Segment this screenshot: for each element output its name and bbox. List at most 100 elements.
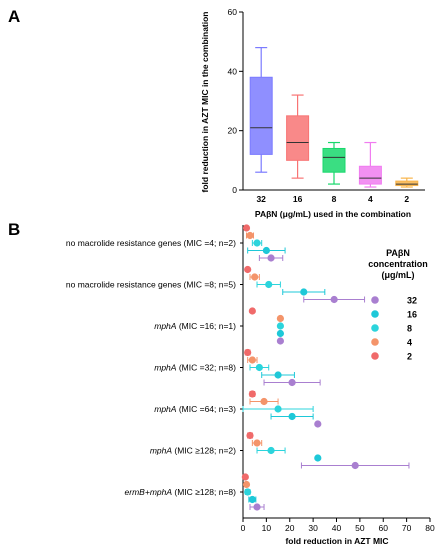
data-point bbox=[255, 363, 263, 372]
legend-title-line: concentration bbox=[368, 259, 428, 269]
category-label-part: mphA bbox=[154, 363, 177, 373]
panel-b-group-4: mphA (MIC =32; n=8) bbox=[154, 348, 321, 387]
data-point bbox=[300, 288, 308, 296]
data-point bbox=[276, 337, 284, 345]
data-point bbox=[267, 446, 275, 455]
panel-b-letter: B bbox=[8, 220, 20, 239]
data-point bbox=[267, 254, 275, 262]
panel-a-box-4 bbox=[358, 141, 382, 188]
iqr-box bbox=[322, 147, 346, 173]
legend-marker-2 bbox=[371, 352, 379, 360]
data-point bbox=[248, 495, 256, 504]
panel-b: B fold reduction in AZT MIC 0 10 20 30 40 50 6… bbox=[8, 220, 435, 546]
panel-b-point-2 bbox=[244, 265, 252, 274]
data-point bbox=[314, 454, 322, 462]
data-point bbox=[241, 473, 249, 481]
panel-b-point-8 bbox=[249, 363, 270, 372]
category-label-part: mphA bbox=[154, 404, 177, 414]
panel-b-point-4 bbox=[249, 273, 260, 281]
data-point bbox=[276, 329, 284, 338]
panel-b-point-32 bbox=[300, 461, 410, 470]
category-label-part: (MIC =16; n=1) bbox=[176, 321, 236, 331]
panel-b-point-16 bbox=[270, 412, 314, 421]
data-point bbox=[244, 265, 252, 274]
panel-b-point-4 bbox=[251, 439, 263, 447]
panel-a-x-tick-label: 32 bbox=[256, 194, 266, 204]
iqr-box bbox=[395, 180, 419, 187]
panel-b-group-5: mphA (MIC =64; n=3) bbox=[154, 390, 322, 428]
panel-b-x-tick-label: 0 bbox=[241, 523, 246, 533]
category-label-part: no macrolide resistance genes (MIC =8; n… bbox=[66, 280, 236, 290]
panel-b-point-8 bbox=[256, 446, 286, 455]
data-point bbox=[248, 356, 256, 364]
category-label-part: (MIC ≥128; n=8) bbox=[172, 487, 236, 497]
panel-b-point-16 bbox=[314, 454, 322, 462]
panel-b-category-label: no macrolide resistance genes (MIC =4; n… bbox=[66, 238, 236, 248]
panel-b-point-4 bbox=[249, 397, 279, 406]
legend-label-4: 4 bbox=[407, 338, 412, 348]
panel-a-y-tick-label: 0 bbox=[232, 185, 237, 195]
panel-b-point-2 bbox=[244, 348, 252, 357]
panel-b-point-4 bbox=[246, 231, 255, 240]
panel-b-point-16 bbox=[261, 371, 295, 379]
iqr-box bbox=[358, 165, 382, 185]
panel-a-x-tick-label: 2 bbox=[404, 194, 409, 204]
data-point bbox=[244, 488, 252, 496]
data-point bbox=[288, 378, 296, 387]
data-point bbox=[244, 348, 252, 357]
legend-marker-4 bbox=[371, 338, 379, 346]
panel-b-point-16 bbox=[247, 246, 286, 255]
panel-b-category-label: mphA (MIC =16; n=1) bbox=[154, 321, 236, 331]
panel-a-box-16 bbox=[286, 94, 310, 179]
panel-b-category-label: ermB+mphA (MIC ≥128; n=8) bbox=[125, 487, 237, 497]
data-point bbox=[274, 371, 282, 379]
panel-b-point-2 bbox=[246, 431, 254, 440]
data-point bbox=[274, 405, 282, 413]
panel-b-category-label: no macrolide resistance genes (MIC =8; n… bbox=[66, 280, 236, 290]
panel-b-point-16 bbox=[276, 329, 284, 338]
legend-marker-8 bbox=[371, 324, 379, 332]
legend-title-line: PAβN bbox=[386, 248, 410, 258]
legend-label-16: 16 bbox=[407, 310, 417, 320]
panel-b-point-16 bbox=[282, 288, 326, 296]
iqr-box bbox=[249, 76, 273, 155]
data-point bbox=[351, 461, 359, 470]
panel-b-x-tick-label: 60 bbox=[379, 523, 389, 533]
legend-label-2: 2 bbox=[407, 352, 412, 362]
data-point bbox=[276, 322, 284, 330]
panel-b-point-2 bbox=[242, 224, 251, 232]
panel-b-point-16 bbox=[248, 495, 257, 504]
data-point bbox=[248, 390, 256, 398]
panel-b-point-32 bbox=[258, 254, 284, 262]
legend-marker-32 bbox=[371, 296, 379, 304]
panel-b-point-8 bbox=[251, 239, 263, 247]
data-point bbox=[251, 273, 259, 281]
panel-a-x-tick-label: 16 bbox=[293, 194, 303, 204]
panel-a-y-tick-label: 40 bbox=[228, 66, 238, 76]
panel-b-group-7: ermB+mphA (MIC ≥128; n=8) bbox=[125, 473, 265, 511]
panel-a-box-2 bbox=[395, 177, 419, 188]
category-label-part: (MIC =32; n=8) bbox=[176, 363, 236, 373]
panel-b-x-tick-label: 40 bbox=[332, 523, 342, 533]
panel-b-point-8 bbox=[256, 280, 281, 289]
panel-a-y-axis-title: fold reduction in AZT MIC in the combina… bbox=[200, 11, 210, 192]
iqr-box bbox=[286, 115, 310, 161]
panel-b-point-32 bbox=[303, 295, 366, 304]
panel-b-group-1: no macrolide resistance genes (MIC =4; n… bbox=[66, 224, 286, 262]
panel-a-plot-area: 0 20 40 60 32 16 8 4 2 bbox=[228, 7, 425, 204]
data-point bbox=[260, 397, 268, 406]
data-point bbox=[242, 224, 251, 232]
data-point bbox=[253, 503, 261, 511]
legend-marker-16 bbox=[371, 310, 379, 318]
panel-b-point-8 bbox=[244, 488, 252, 496]
data-point bbox=[276, 314, 284, 323]
data-point bbox=[265, 280, 273, 289]
panel-a-box-8 bbox=[322, 141, 346, 185]
panel-b-x-tick-label: 80 bbox=[425, 523, 435, 533]
data-point bbox=[253, 239, 261, 247]
panel-b-x-tick-label: 30 bbox=[308, 523, 318, 533]
panel-a-x-tick-label: 4 bbox=[368, 194, 373, 204]
panel-a-x-tick-label: 8 bbox=[332, 194, 337, 204]
panel-a-x-axis-title: PAβN (μg/mL) used in the combination bbox=[255, 209, 411, 219]
